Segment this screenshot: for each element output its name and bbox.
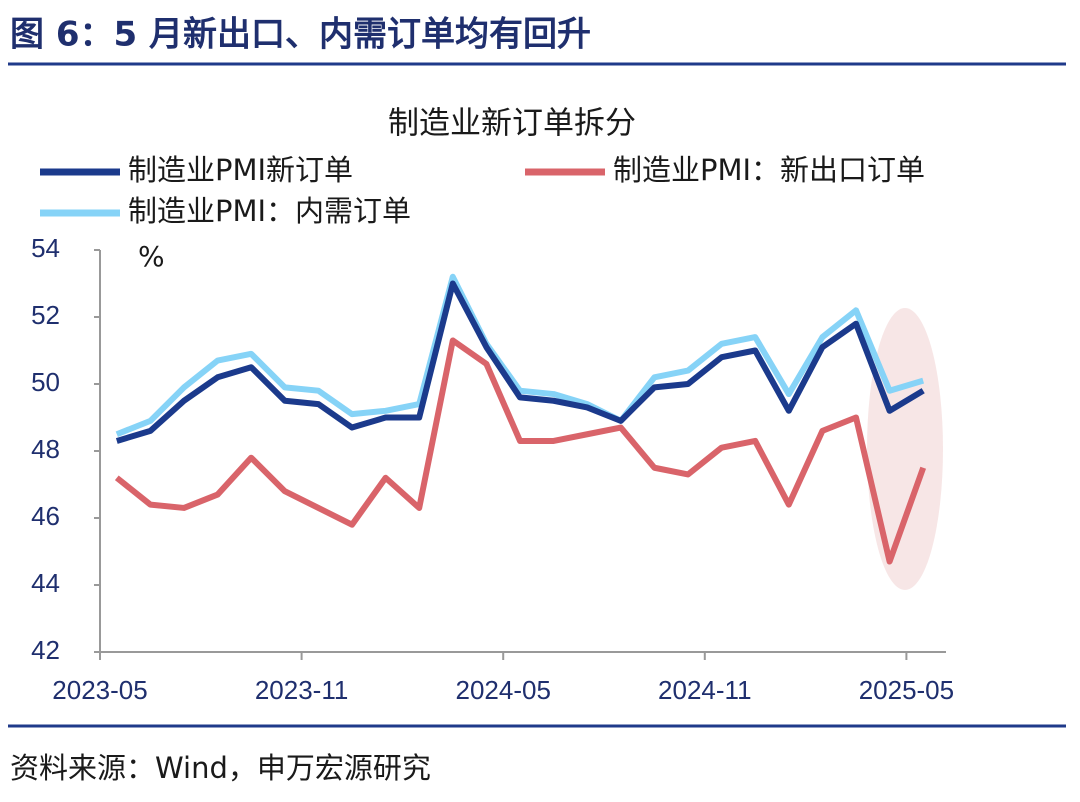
x-tick-label: 2023-11: [255, 675, 349, 705]
legend-label: 制造业PMI：新出口订单: [613, 153, 925, 187]
series-line: [115, 273, 925, 438]
x-tick-label: 2023-05: [52, 675, 147, 705]
legend-label: 制造业PMI：内需订单: [128, 194, 411, 228]
y-tick-label: 48: [31, 434, 60, 464]
y-unit: %: [138, 240, 165, 273]
x-tick-label: 2024-11: [658, 675, 752, 705]
x-tick-label: 2025-05: [859, 675, 954, 705]
x-tick-label: 2024-05: [455, 675, 550, 705]
y-tick-label: 42: [31, 635, 60, 665]
y-tick-label: 52: [31, 300, 60, 330]
y-tick-label: 46: [31, 501, 60, 531]
y-tick-label: 54: [31, 233, 60, 263]
highlight: [867, 308, 943, 590]
y-tick-label: 50: [31, 367, 60, 397]
page-title: 图 6：5 月新出口、内需订单均有回升: [10, 15, 591, 55]
series-line: [114, 337, 927, 565]
legend-label: 制造业PMI新订单: [128, 153, 353, 187]
source: 资料来源：Wind，申万宏源研究: [10, 751, 431, 785]
y-tick-label: 44: [31, 568, 60, 598]
chart-title: 制造业新订单拆分: [388, 106, 636, 142]
series-line: [115, 280, 925, 444]
